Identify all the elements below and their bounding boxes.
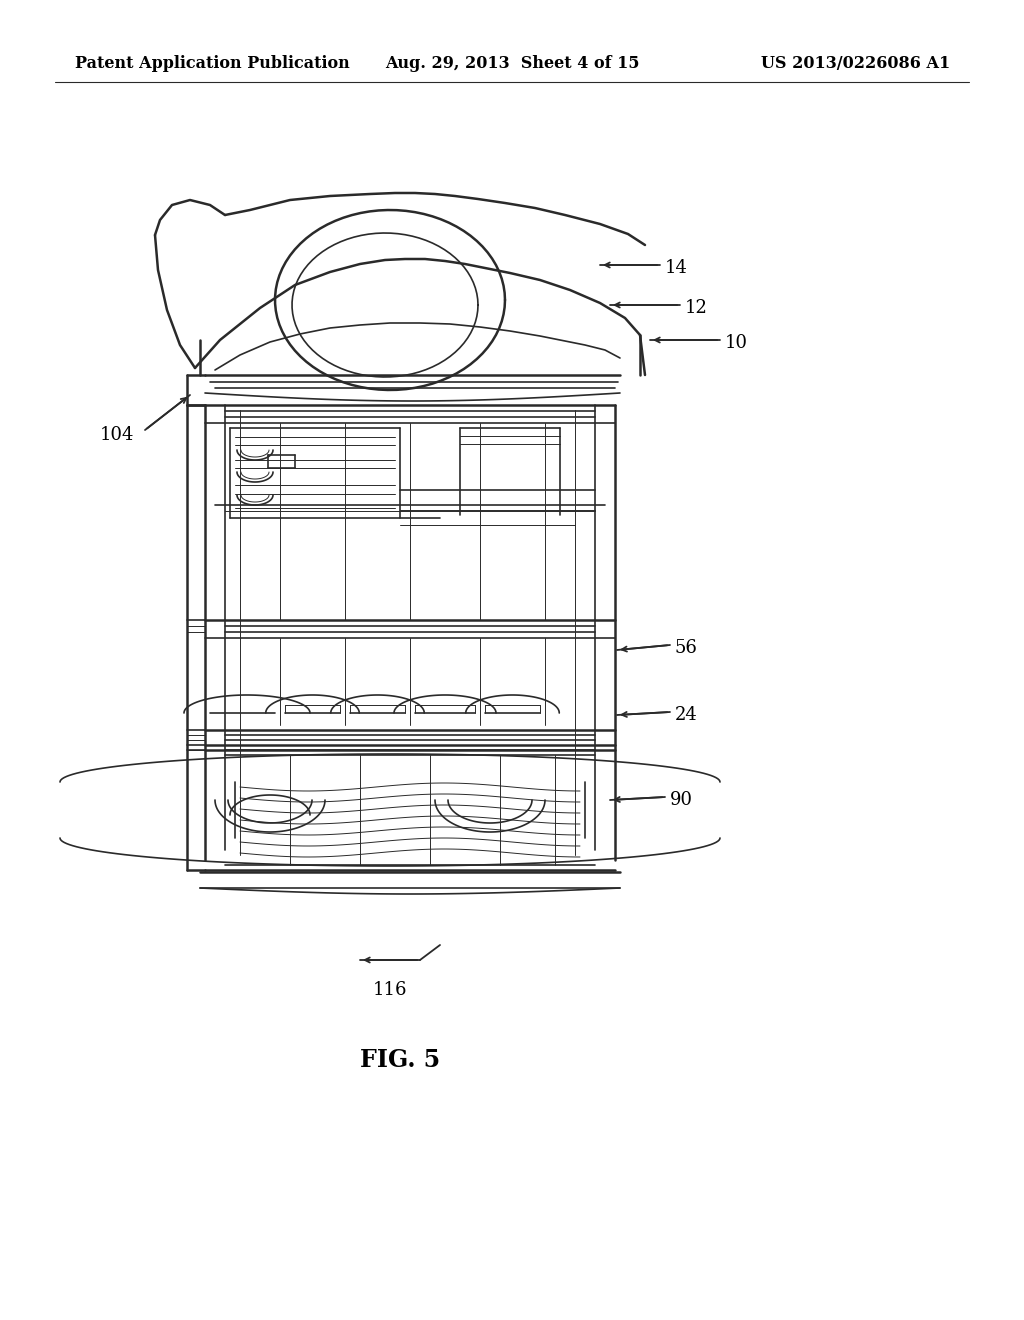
Text: Aug. 29, 2013  Sheet 4 of 15: Aug. 29, 2013 Sheet 4 of 15 <box>385 55 639 73</box>
Text: 24: 24 <box>675 706 697 723</box>
Text: Patent Application Publication: Patent Application Publication <box>75 55 350 73</box>
Text: 12: 12 <box>685 300 708 317</box>
Text: 116: 116 <box>373 981 408 999</box>
Text: FIG. 5: FIG. 5 <box>360 1048 440 1072</box>
Text: 10: 10 <box>725 334 748 352</box>
Text: 90: 90 <box>670 791 693 809</box>
Text: US 2013/0226086 A1: US 2013/0226086 A1 <box>761 55 950 73</box>
Text: 14: 14 <box>665 259 688 277</box>
Text: 56: 56 <box>675 639 698 657</box>
Text: 104: 104 <box>100 426 134 444</box>
